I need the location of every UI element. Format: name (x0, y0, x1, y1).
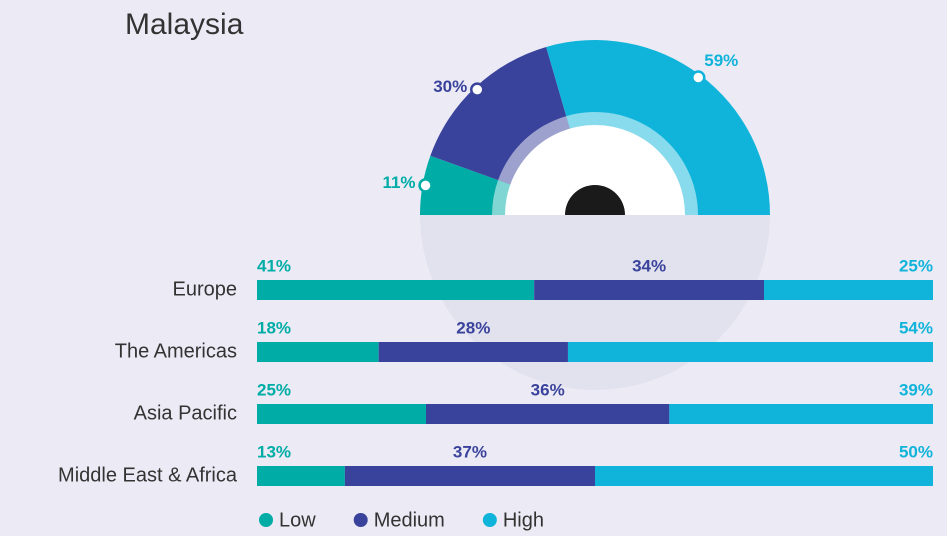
data-label: 36% (531, 380, 565, 399)
label-dot (691, 70, 706, 85)
center-white (505, 125, 685, 215)
bar-segment (595, 466, 933, 486)
data-label: 37% (453, 442, 487, 461)
legend-marker (482, 513, 497, 527)
bar-segment (426, 404, 670, 424)
data-label: 59% (704, 51, 738, 70)
category-label: Asia Pacific (134, 402, 237, 424)
data-label: 30% (433, 77, 467, 96)
legend-label: Low (279, 509, 316, 531)
category-label: The Americas (115, 340, 237, 362)
label-dot (470, 82, 485, 97)
chart-title: Malaysia (125, 8, 244, 41)
data-label: 28% (456, 318, 490, 337)
data-label: 39% (899, 380, 933, 399)
category-label: Middle East & Africa (58, 464, 238, 486)
data-label: 34% (632, 256, 666, 275)
legend-label: Medium (374, 509, 445, 531)
bar-segment (257, 342, 379, 362)
bar-segment (534, 280, 764, 300)
legend-label: High (503, 509, 544, 531)
bar-segment (764, 280, 933, 300)
data-label: 25% (899, 256, 933, 275)
bar-segment (257, 466, 345, 486)
data-label: 54% (899, 318, 933, 337)
data-label: 50% (899, 442, 933, 461)
legend-marker (353, 513, 368, 527)
data-label: 11% (382, 173, 415, 192)
bar-segment (378, 342, 568, 362)
bar-segment (669, 404, 933, 424)
data-label: 18% (257, 318, 291, 337)
center-dot (565, 185, 625, 215)
data-label: 41% (257, 256, 291, 275)
data-label: 25% (257, 380, 291, 399)
data-label: 13% (257, 442, 291, 461)
category-label: Europe (173, 278, 238, 300)
bar-segment (344, 466, 595, 486)
label-dot (418, 178, 433, 193)
bar-segment (567, 342, 933, 362)
legend-marker (259, 513, 273, 527)
bar-segment (257, 280, 535, 300)
bar-segment (257, 404, 426, 424)
